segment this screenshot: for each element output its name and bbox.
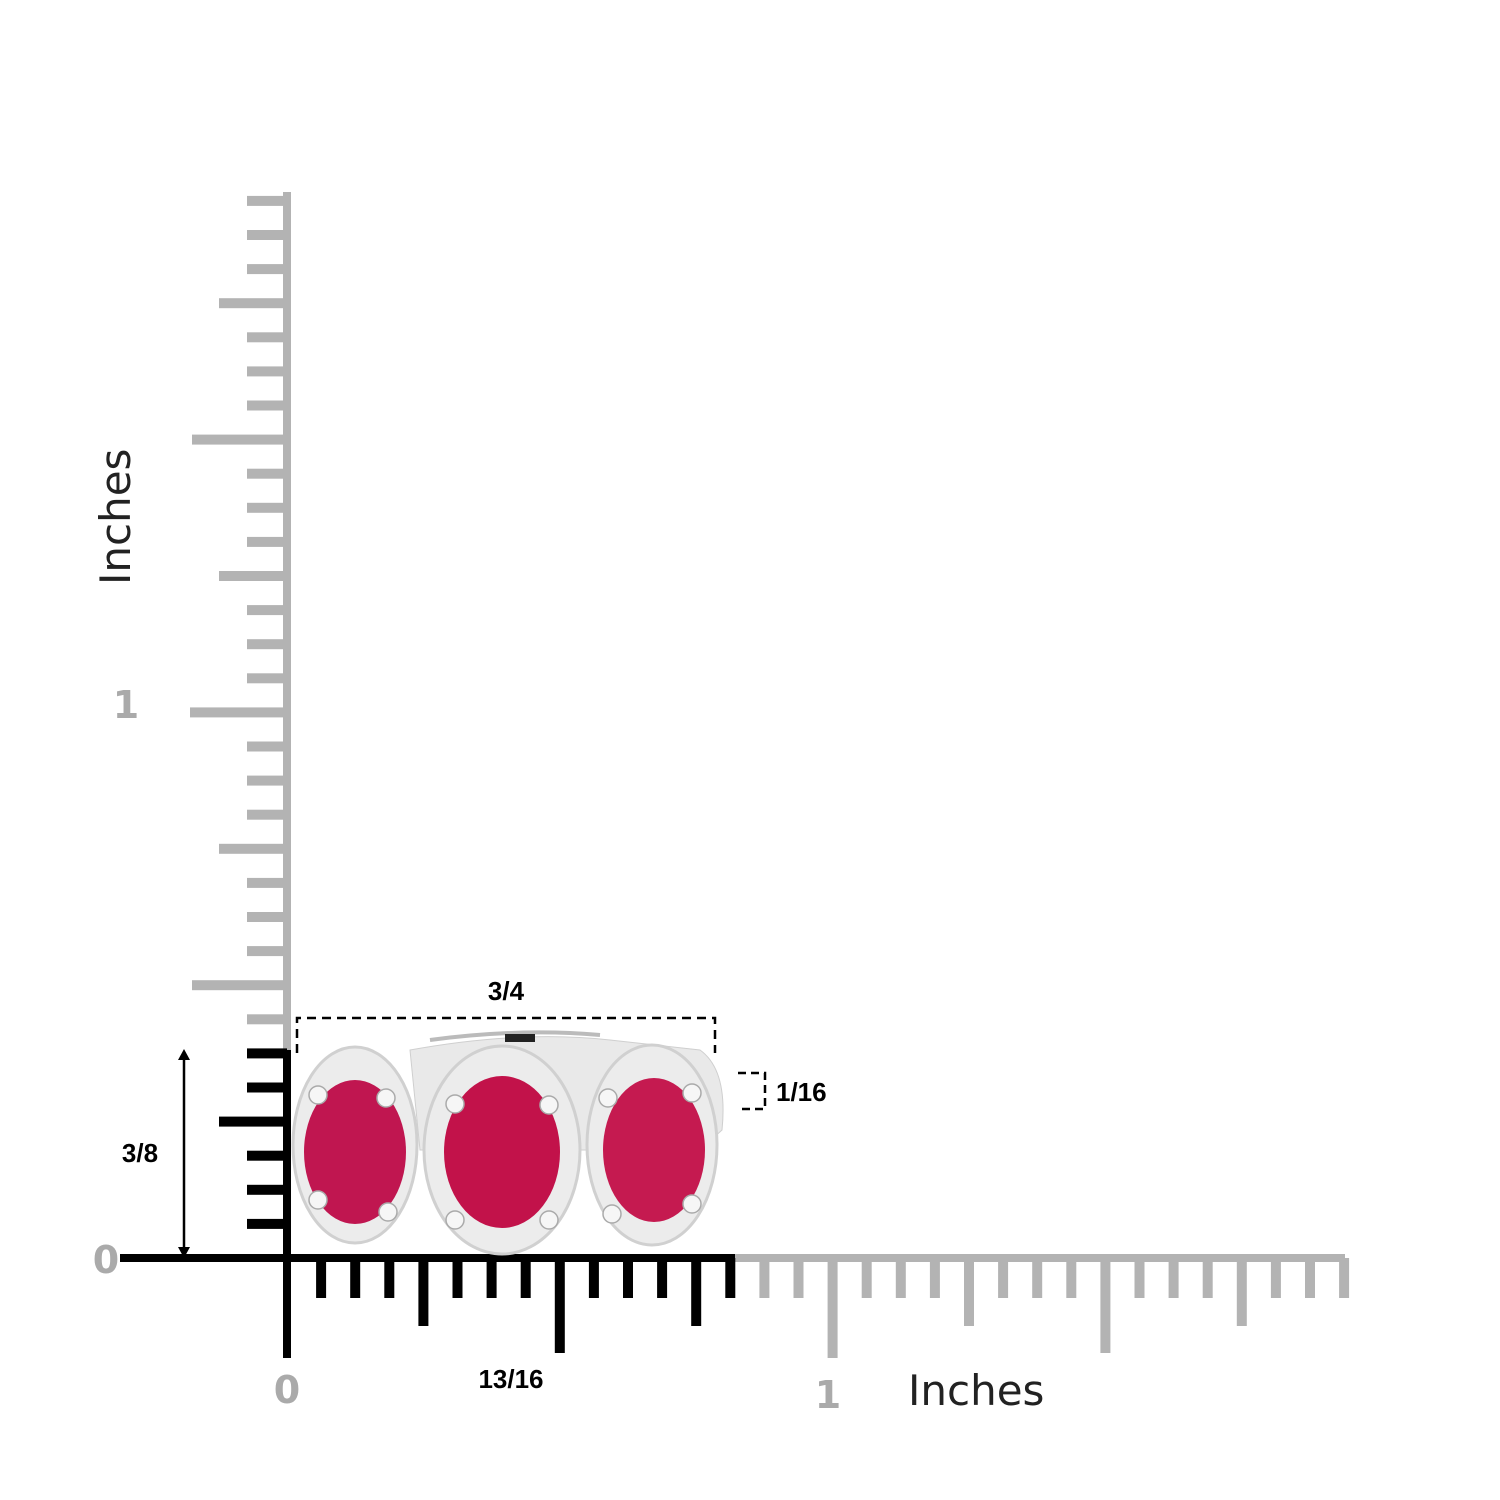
vertical-ruler-line xyxy=(283,192,291,1058)
width-label: 3/4 xyxy=(488,976,525,1006)
horizontal-tick xyxy=(725,1258,736,1298)
horizontal-tick xyxy=(1339,1258,1350,1298)
horizontal-tick xyxy=(793,1258,804,1298)
vertical-tick xyxy=(247,1082,287,1093)
horizontal-tick xyxy=(1032,1258,1043,1298)
vertical-tick xyxy=(219,298,287,309)
vertical-tick xyxy=(247,1184,287,1195)
horizontal-tick xyxy=(1066,1258,1077,1298)
horizontal-tick xyxy=(759,1258,770,1298)
vertical-tick xyxy=(247,809,287,820)
vertical-tick xyxy=(247,195,287,206)
vertical-label-0: 0 xyxy=(93,1238,119,1282)
band-width-label: 1/16 xyxy=(776,1077,827,1107)
vertical-tick xyxy=(219,571,287,581)
horizontal-tick xyxy=(452,1258,463,1298)
vertical-tick xyxy=(247,673,287,684)
horizontal-tick xyxy=(1270,1258,1281,1298)
horizontal-label-0: 0 xyxy=(274,1368,300,1412)
vertical-tick xyxy=(247,877,287,888)
horizontal-ruler xyxy=(120,1254,1350,1358)
horizontal-tick xyxy=(350,1258,361,1298)
vertical-tick xyxy=(247,1150,287,1161)
height-label: 3/8 xyxy=(122,1138,158,1168)
horizontal-ruler-line-highlight xyxy=(283,1254,735,1262)
horizontal-tick xyxy=(1236,1258,1247,1326)
horizontal-tick xyxy=(861,1258,872,1298)
vertical-tick xyxy=(247,946,287,957)
horizontal-tick xyxy=(691,1258,702,1326)
horizontal-tick xyxy=(657,1258,668,1298)
ruby-left xyxy=(304,1080,406,1224)
horizontal-tick xyxy=(623,1258,633,1298)
vertical-label-1: 1 xyxy=(113,683,139,727)
horizontal-tick xyxy=(486,1258,497,1298)
axis-width-label: 13/16 xyxy=(478,1364,543,1394)
horizontal-tick xyxy=(827,1258,838,1358)
horizontal-tick xyxy=(998,1258,1009,1298)
vertical-tick xyxy=(247,1218,287,1229)
vertical-tick xyxy=(190,707,287,718)
vertical-tick xyxy=(247,775,287,786)
horizontal-tick xyxy=(554,1258,565,1353)
vertical-tick xyxy=(247,332,287,343)
vertical-tick xyxy=(247,639,287,650)
vertical-tick xyxy=(192,980,287,991)
band-width-dimension: 1/16 xyxy=(738,1071,827,1111)
horizontal-tick xyxy=(929,1258,940,1298)
horizontal-tick xyxy=(588,1258,599,1298)
ruby-center xyxy=(444,1076,560,1228)
horizontal-ruler-line-left xyxy=(120,1254,287,1262)
vertical-tick xyxy=(247,741,287,752)
vertical-ruler xyxy=(190,192,291,1258)
horizontal-tick xyxy=(384,1258,395,1298)
vertical-tick xyxy=(247,230,287,240)
vertical-tick xyxy=(192,434,287,445)
horizontal-tick xyxy=(895,1258,906,1298)
horizontal-tick xyxy=(1202,1258,1213,1298)
vertical-unit-label: Inches xyxy=(91,449,140,585)
vertical-tick xyxy=(219,1116,287,1127)
horizontal-tick-zero xyxy=(283,1258,291,1358)
horizontal-tick xyxy=(1168,1258,1179,1298)
horizontal-tick xyxy=(964,1258,974,1326)
vertical-tick xyxy=(247,502,287,513)
vertical-tick xyxy=(219,843,287,854)
horizontal-tick xyxy=(1305,1258,1315,1298)
horizontal-tick xyxy=(316,1258,327,1298)
horizontal-label-1: 1 xyxy=(815,1373,841,1417)
vertical-tick xyxy=(247,366,287,377)
ruby-ring-image xyxy=(291,1030,724,1256)
vertical-tick xyxy=(247,1014,287,1025)
horizontal-tick xyxy=(1134,1258,1145,1298)
horizontal-tick xyxy=(418,1258,429,1326)
vertical-tick xyxy=(247,536,287,547)
vertical-tick xyxy=(247,400,287,411)
horizontal-tick xyxy=(520,1258,531,1298)
width-dimension: 3/4 xyxy=(295,976,717,1053)
vertical-tick xyxy=(247,1048,287,1059)
height-dimension: 3/8 xyxy=(122,1049,190,1258)
ruby-right xyxy=(603,1078,705,1222)
vertical-tick xyxy=(247,605,287,616)
vertical-tick xyxy=(247,468,287,479)
vertical-tick xyxy=(247,912,287,922)
vertical-tick xyxy=(247,264,287,275)
horizontal-unit-label: Inches xyxy=(908,1366,1044,1415)
horizontal-tick xyxy=(1100,1258,1111,1353)
